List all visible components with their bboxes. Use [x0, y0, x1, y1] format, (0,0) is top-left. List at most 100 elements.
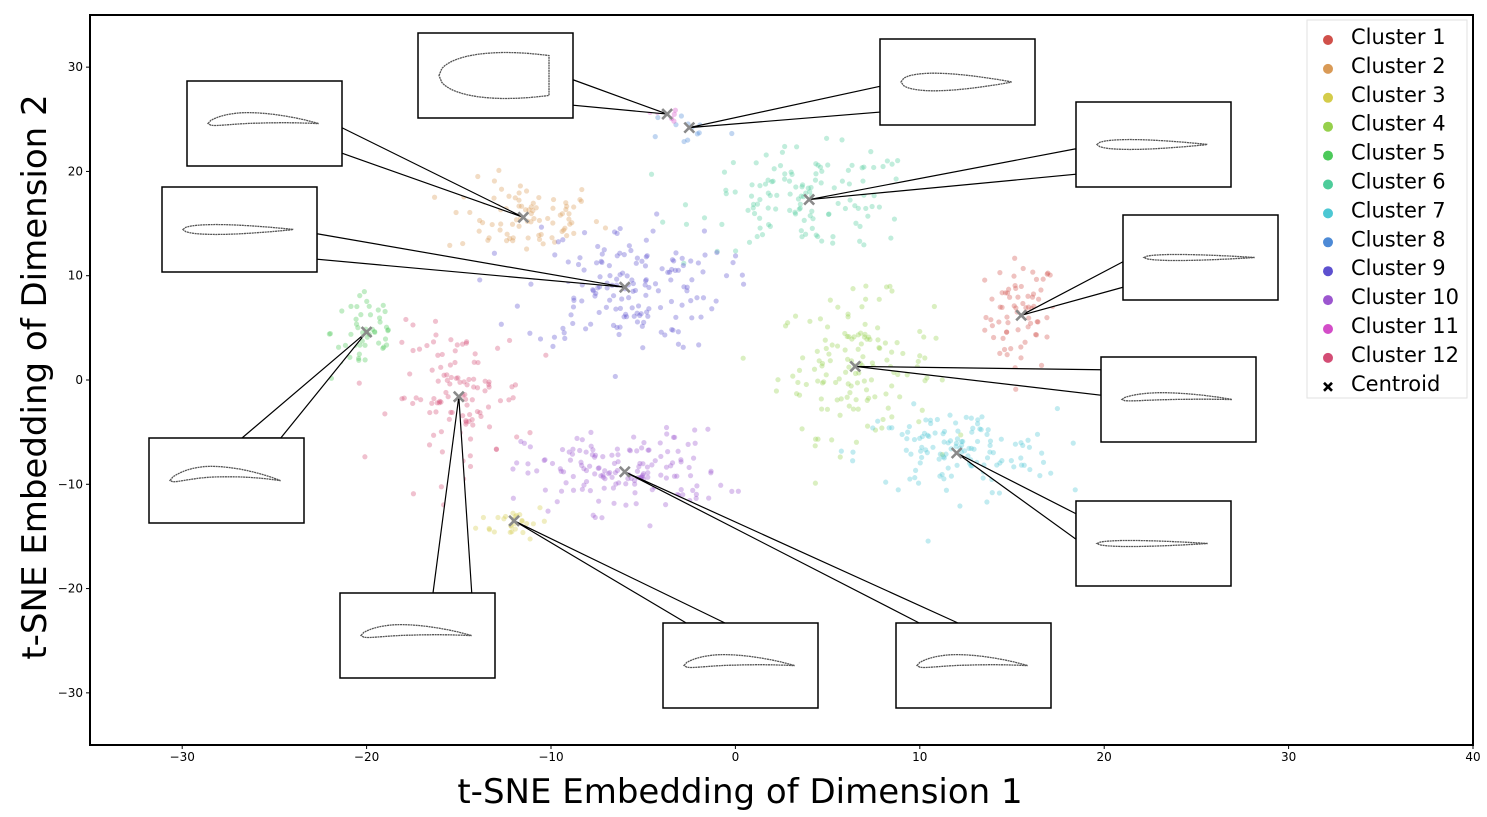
data-point — [885, 405, 891, 411]
data-point — [447, 381, 453, 387]
data-point — [799, 184, 805, 190]
data-point — [460, 240, 466, 247]
data-point — [682, 202, 689, 208]
data-point — [757, 225, 763, 231]
data-point — [678, 113, 685, 119]
data-point — [904, 372, 910, 378]
data-point — [746, 239, 753, 245]
data-point — [865, 213, 871, 219]
data-point — [510, 466, 516, 472]
data-point — [862, 321, 868, 327]
data-point — [554, 499, 560, 505]
data-point — [645, 474, 651, 480]
data-point — [356, 380, 362, 386]
data-point — [1037, 473, 1043, 479]
data-point — [673, 314, 679, 320]
data-point — [581, 267, 587, 273]
data-point — [823, 372, 829, 378]
data-point — [648, 171, 655, 177]
data-point — [809, 225, 815, 231]
x-tick-label: −20 — [354, 750, 379, 764]
data-point — [545, 215, 551, 222]
data-point — [1006, 286, 1012, 292]
data-point — [510, 235, 516, 241]
data-point — [1025, 304, 1032, 310]
data-point — [382, 411, 388, 417]
data-point — [819, 360, 826, 367]
data-point — [645, 447, 651, 453]
centroid-x-stroke — [683, 121, 696, 134]
data-point — [1036, 296, 1042, 302]
data-point — [445, 394, 451, 400]
data-point — [376, 315, 383, 321]
data-point — [598, 473, 604, 479]
data-point — [1038, 362, 1045, 368]
data-point — [1020, 300, 1026, 307]
data-point — [660, 219, 666, 225]
data-point — [812, 443, 818, 449]
data-point — [984, 431, 990, 438]
data-point — [830, 240, 836, 246]
data-point — [863, 296, 869, 302]
x-tick-label: 20 — [1097, 750, 1112, 764]
data-point — [853, 397, 859, 403]
data-point — [936, 456, 942, 462]
data-point — [463, 418, 469, 424]
data-point — [452, 359, 458, 366]
data-point — [596, 309, 602, 316]
data-point — [1004, 290, 1011, 296]
data-point — [516, 197, 522, 203]
data-point — [997, 350, 1003, 356]
data-point — [864, 336, 870, 342]
data-point — [577, 196, 583, 203]
data-point — [824, 324, 831, 330]
data-point — [843, 369, 849, 375]
data-point — [561, 227, 567, 233]
data-point — [884, 158, 890, 164]
data-point — [559, 228, 565, 235]
data-point — [612, 470, 618, 476]
data-point — [439, 449, 445, 455]
data-point — [620, 270, 626, 276]
data-point — [566, 216, 572, 222]
data-point — [610, 485, 617, 491]
data-point — [688, 298, 694, 304]
data-point — [639, 258, 645, 264]
data-point — [579, 462, 585, 468]
data-point — [1044, 271, 1050, 277]
data-point — [592, 471, 598, 477]
data-point — [503, 238, 510, 244]
data-point — [998, 436, 1004, 442]
data-point — [435, 352, 441, 358]
data-point — [732, 189, 738, 195]
data-point — [528, 281, 534, 287]
legend-entry: Cluster 3 — [1323, 83, 1446, 107]
data-point — [810, 216, 816, 222]
data-point — [911, 436, 918, 443]
data-point — [595, 285, 601, 291]
data-point — [807, 213, 813, 219]
data-point — [762, 181, 769, 187]
data-point — [714, 248, 720, 254]
inset-box — [1075, 101, 1232, 188]
data-point — [571, 230, 577, 236]
y-tick-label: −30 — [58, 686, 83, 700]
data-point — [399, 339, 405, 345]
x-axis-ticks: −30 −20 −10 0 10 20 30 40 — [170, 745, 1481, 764]
data-point — [509, 529, 515, 535]
data-point — [477, 277, 483, 283]
data-point — [557, 212, 563, 218]
data-point — [922, 378, 928, 384]
data-point — [853, 439, 860, 445]
data-point — [614, 324, 620, 331]
data-point — [516, 190, 522, 196]
data-point — [447, 362, 454, 368]
data-point — [432, 318, 439, 324]
data-point — [616, 331, 622, 338]
data-point — [629, 305, 635, 311]
data-point — [600, 454, 606, 460]
data-point — [633, 501, 639, 507]
data-point — [523, 246, 530, 252]
data-point — [430, 339, 437, 345]
data-point — [1015, 327, 1021, 333]
